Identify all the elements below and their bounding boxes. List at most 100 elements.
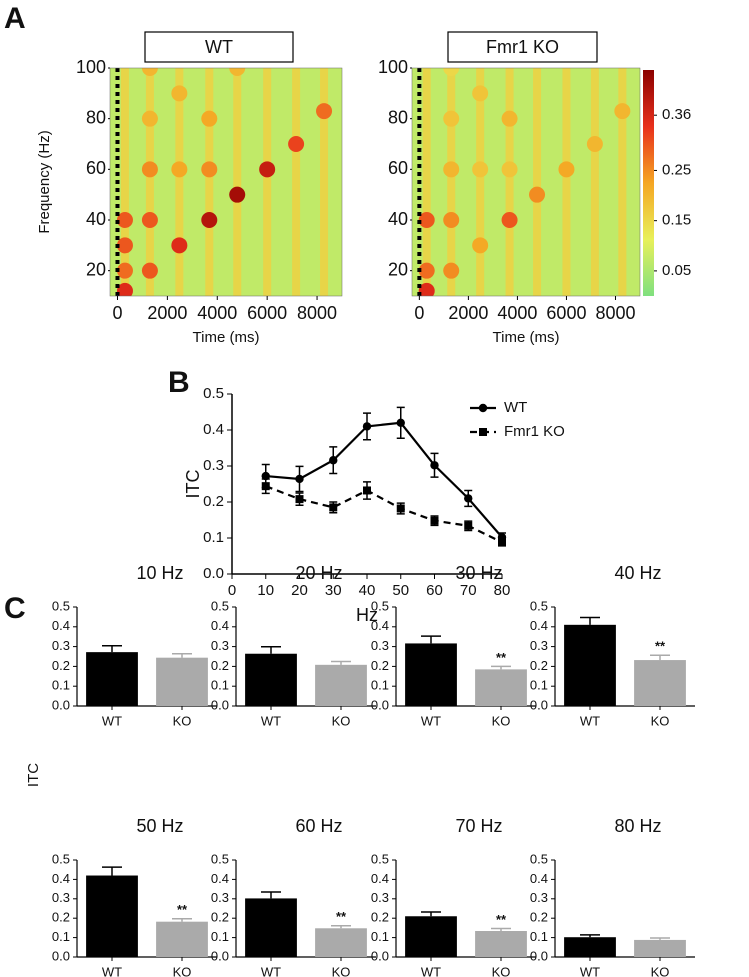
y-tick-label: 40 bbox=[388, 209, 408, 229]
y-tick-label: 0.5 bbox=[530, 598, 548, 613]
panel-label: A bbox=[4, 2, 26, 35]
y-tick-label: 0.5 bbox=[203, 385, 224, 402]
marker bbox=[295, 495, 304, 504]
x-tick-label: 10 bbox=[257, 582, 274, 599]
y-tick-label: 0.0 bbox=[52, 948, 70, 963]
stripe bbox=[292, 68, 301, 296]
y-tick-label: 0.1 bbox=[211, 929, 229, 944]
y-tick-label: 0.4 bbox=[52, 871, 70, 886]
x-tick-label: 4000 bbox=[197, 303, 237, 323]
peak bbox=[141, 161, 158, 178]
x-tick-label: WT bbox=[261, 964, 281, 977]
line bbox=[265, 421, 503, 539]
y-tick-label: 0.3 bbox=[211, 638, 229, 653]
marker bbox=[261, 471, 270, 481]
marker bbox=[396, 418, 405, 427]
x-tick-label: 0 bbox=[112, 303, 122, 323]
x-tick-label: 30 bbox=[325, 582, 342, 599]
bar bbox=[156, 921, 208, 957]
bar bbox=[634, 939, 686, 957]
x-tick-label: KO bbox=[492, 713, 511, 728]
peak bbox=[316, 103, 333, 120]
y-tick-label: 0.4 bbox=[52, 618, 70, 633]
y-tick-label: 0.4 bbox=[371, 871, 389, 886]
y-tick-label: 0.2 bbox=[530, 910, 548, 925]
peak bbox=[141, 110, 158, 127]
error-bar bbox=[421, 911, 441, 917]
y-tick-label: 20 bbox=[388, 259, 408, 279]
y-tick-label: 0.5 bbox=[211, 598, 229, 613]
stripe bbox=[562, 68, 571, 296]
peak bbox=[171, 161, 188, 178]
peak bbox=[116, 262, 133, 279]
y-tick-label: 0.2 bbox=[371, 910, 389, 925]
chart-title: 60 Hz bbox=[295, 816, 342, 836]
x-tick-label: 20 bbox=[291, 582, 308, 599]
x-axis-label: Hz bbox=[356, 605, 378, 625]
y-tick-label: 100 bbox=[378, 57, 408, 77]
peak bbox=[171, 237, 188, 254]
chart-title: 70 Hz bbox=[455, 816, 502, 836]
y-tick-label: 60 bbox=[388, 158, 408, 178]
y-tick-label: 0.2 bbox=[211, 910, 229, 925]
marker bbox=[430, 461, 439, 470]
legend-label: WT bbox=[504, 399, 527, 416]
significance: ** bbox=[177, 902, 188, 917]
panel-label: B bbox=[168, 366, 190, 399]
significance: ** bbox=[496, 650, 507, 665]
colorbar-tick-label: 0.15 bbox=[662, 212, 691, 229]
bar bbox=[564, 937, 616, 957]
y-tick-label: 0.0 bbox=[371, 697, 389, 712]
chart-title: 10 Hz bbox=[136, 563, 183, 583]
chart-title: 20 Hz bbox=[295, 563, 342, 583]
heatmap bbox=[110, 68, 342, 296]
error-bar bbox=[261, 891, 281, 899]
y-tick-label: 0.4 bbox=[211, 871, 229, 886]
error-bar bbox=[172, 918, 192, 922]
chart-title: WT bbox=[205, 37, 233, 57]
peak bbox=[418, 282, 435, 296]
marker bbox=[396, 504, 405, 513]
peak bbox=[443, 68, 460, 76]
peak bbox=[116, 237, 133, 254]
y-tick-label: 0.0 bbox=[530, 697, 548, 712]
error-bar bbox=[650, 654, 670, 661]
x-tick-label: 0 bbox=[414, 303, 424, 323]
marker bbox=[295, 474, 304, 484]
bar bbox=[86, 652, 138, 706]
x-tick-label: KO bbox=[651, 713, 670, 728]
y-tick-label: 20 bbox=[86, 259, 106, 279]
error-bar bbox=[491, 927, 511, 932]
x-tick-label: KO bbox=[173, 964, 192, 977]
x-tick-label: WT bbox=[580, 713, 600, 728]
stripe bbox=[175, 68, 184, 296]
peak bbox=[116, 212, 133, 228]
colorbar-tick-label: 0.25 bbox=[662, 161, 691, 178]
x-tick-label: KO bbox=[651, 964, 670, 977]
marker bbox=[261, 482, 270, 491]
significance: ** bbox=[496, 912, 507, 927]
legend-marker bbox=[479, 428, 487, 436]
y-tick-label: 0.1 bbox=[530, 678, 548, 693]
y-tick-label: 0.5 bbox=[530, 851, 548, 866]
y-tick-label: 0.1 bbox=[52, 929, 70, 944]
peak bbox=[472, 85, 489, 102]
y-tick-label: 0.1 bbox=[371, 678, 389, 693]
chart-title: 30 Hz bbox=[455, 563, 502, 583]
bar bbox=[245, 898, 297, 957]
error-bar bbox=[580, 616, 600, 625]
x-tick-label: WT bbox=[421, 713, 441, 728]
bar bbox=[315, 928, 367, 957]
stripe bbox=[263, 68, 272, 296]
x-tick-label: 60 bbox=[426, 582, 443, 599]
y-tick-label: 0.0 bbox=[211, 948, 229, 963]
y-tick-label: 40 bbox=[86, 209, 106, 229]
peak bbox=[141, 68, 158, 76]
y-tick-label: 0.5 bbox=[211, 851, 229, 866]
peak bbox=[472, 161, 489, 178]
peak bbox=[141, 212, 158, 228]
error-bar bbox=[650, 937, 670, 940]
significance: ** bbox=[336, 909, 347, 924]
